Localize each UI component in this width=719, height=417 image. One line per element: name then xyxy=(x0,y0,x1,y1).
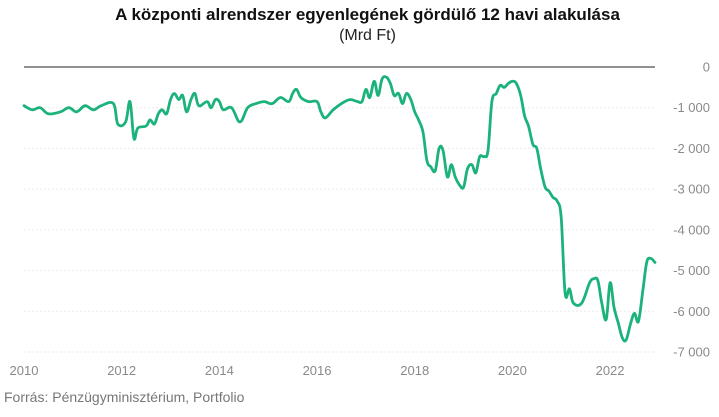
x-tick-label: 2014 xyxy=(205,363,234,378)
y-tick-label: -4 000 xyxy=(673,222,710,237)
y-axis: 0 -1 000 -2 000 -3 000 -4 000 -5 000 -6 000 -7 … xyxy=(673,60,710,360)
x-tick-label: 2022 xyxy=(596,363,625,378)
x-tick-label: 2010 xyxy=(10,363,39,378)
y-tick-label: 0 xyxy=(703,60,710,75)
y-tick-label: -7 000 xyxy=(673,345,710,360)
series-line-0 xyxy=(22,75,657,343)
chart-subtitle: (Mrd Ft) xyxy=(339,27,396,44)
y-tick-label: -2 000 xyxy=(673,141,710,156)
line-chart: 0 -1 000 -2 000 -3 000 -4 000 -5 000 -6 000 -7 … xyxy=(10,60,710,379)
chart-title: A központi alrendszer egyenlegének gördü… xyxy=(115,5,620,24)
x-tick-label: 2012 xyxy=(107,363,136,378)
y-tick-label: -5 000 xyxy=(673,263,710,278)
series-layer xyxy=(22,75,657,343)
x-axis: 2010 2012 2014 2016 2018 2020 2022 xyxy=(10,363,625,378)
x-tick-label: 2018 xyxy=(400,363,429,378)
x-tick-label: 2016 xyxy=(303,363,332,378)
x-tick-label: 2020 xyxy=(498,363,527,378)
y-tick-label: -3 000 xyxy=(673,182,710,197)
source-note: Forrás: Pénzügyminisztérium, Portfolio xyxy=(4,389,245,405)
y-tick-label: -6 000 xyxy=(673,304,710,319)
y-tick-label: -1 000 xyxy=(673,100,710,115)
